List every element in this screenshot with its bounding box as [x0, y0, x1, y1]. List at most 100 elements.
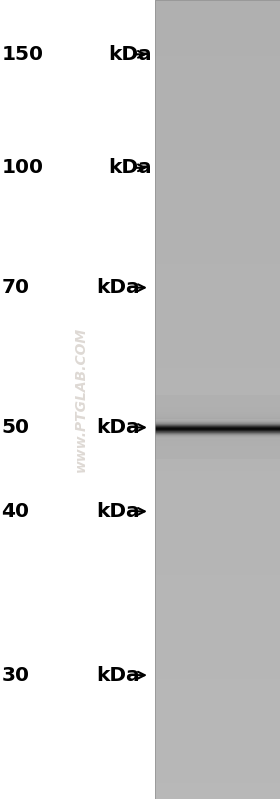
Bar [155, 423, 280, 431]
Bar [155, 663, 280, 671]
Bar [155, 368, 280, 376]
Bar [155, 447, 280, 448]
Bar [155, 439, 280, 440]
Bar [155, 399, 280, 400]
Bar [155, 679, 280, 687]
Bar [155, 398, 280, 399]
Text: 30: 30 [1, 666, 29, 685]
Bar [155, 232, 280, 240]
Bar [155, 48, 280, 56]
Bar [155, 415, 280, 423]
Bar [155, 687, 280, 695]
Bar [155, 192, 280, 200]
Bar [155, 216, 280, 224]
Bar [155, 551, 280, 559]
Bar [155, 240, 280, 248]
Text: kDa: kDa [108, 45, 151, 64]
Bar [155, 607, 280, 615]
Bar [155, 449, 280, 451]
Bar [155, 455, 280, 456]
Bar [155, 448, 280, 449]
Bar [155, 208, 280, 216]
Bar [155, 487, 280, 495]
Bar [155, 567, 280, 575]
Bar [155, 72, 280, 80]
Bar [155, 655, 280, 663]
Bar [155, 312, 280, 320]
Bar [155, 407, 280, 415]
Bar [155, 56, 280, 64]
Bar [155, 88, 280, 96]
Bar [155, 64, 280, 72]
Bar [155, 671, 280, 679]
Bar [155, 575, 280, 583]
Bar [155, 415, 280, 417]
Bar [155, 404, 280, 405]
Bar [155, 479, 280, 487]
Bar [155, 0, 280, 8]
Bar [155, 184, 280, 192]
Bar [155, 591, 280, 599]
Bar [155, 535, 280, 543]
Bar [155, 411, 280, 412]
Bar [155, 439, 280, 447]
Bar [155, 418, 280, 419]
Bar [155, 703, 280, 711]
Bar [155, 559, 280, 567]
Bar [155, 400, 280, 401]
Bar [155, 412, 280, 413]
Bar [155, 392, 280, 400]
Bar [155, 447, 280, 455]
Bar [155, 160, 280, 168]
Bar [155, 623, 280, 631]
Bar [155, 360, 280, 368]
Bar [155, 112, 280, 120]
Bar [155, 272, 280, 280]
Bar [155, 639, 280, 647]
Bar [155, 631, 280, 639]
Bar [155, 791, 280, 799]
Bar [155, 495, 280, 503]
Bar [155, 735, 280, 743]
Bar [155, 583, 280, 591]
Bar [155, 80, 280, 88]
Bar [155, 457, 280, 459]
Bar [155, 280, 280, 288]
Bar [155, 431, 280, 439]
Bar [155, 455, 280, 463]
Bar [155, 409, 280, 410]
Bar [155, 200, 280, 208]
Text: kDa: kDa [97, 502, 140, 521]
Bar [155, 168, 280, 176]
Bar [155, 446, 280, 447]
Bar [155, 406, 280, 407]
Bar [155, 615, 280, 623]
Bar [155, 711, 280, 719]
Bar [155, 24, 280, 32]
Bar [155, 104, 280, 112]
Text: 50: 50 [1, 418, 29, 437]
Bar [155, 401, 280, 403]
Bar [155, 32, 280, 40]
Text: 70: 70 [1, 278, 29, 297]
Text: kDa: kDa [97, 418, 140, 437]
Bar [155, 352, 280, 360]
Bar [155, 414, 280, 415]
Bar [155, 400, 280, 407]
Bar [155, 471, 280, 479]
Bar [155, 410, 280, 411]
Bar [155, 444, 280, 446]
Bar [155, 519, 280, 527]
Bar [155, 384, 280, 392]
Bar [155, 40, 280, 48]
Bar [155, 328, 280, 336]
Bar [155, 224, 280, 232]
Bar [155, 441, 280, 443]
Bar [155, 719, 280, 727]
Bar [155, 248, 280, 256]
Bar [155, 443, 280, 444]
Bar [155, 503, 280, 511]
Bar [155, 456, 280, 457]
Bar [155, 647, 280, 655]
Bar [155, 8, 280, 16]
